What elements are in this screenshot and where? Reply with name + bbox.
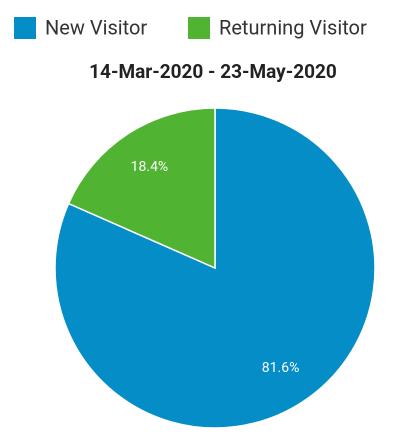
legend-label: Returning Visitor xyxy=(219,15,367,39)
data-label: 18.4% xyxy=(131,159,169,175)
legend-swatch xyxy=(188,17,210,39)
pie-slice xyxy=(67,107,216,270)
legend-label: New Visitor xyxy=(45,15,147,39)
legend-swatch xyxy=(14,17,36,39)
chart-title: 14-Mar-2020 - 23-May-2020 xyxy=(89,60,337,83)
data-label: 81.6% xyxy=(262,360,300,376)
